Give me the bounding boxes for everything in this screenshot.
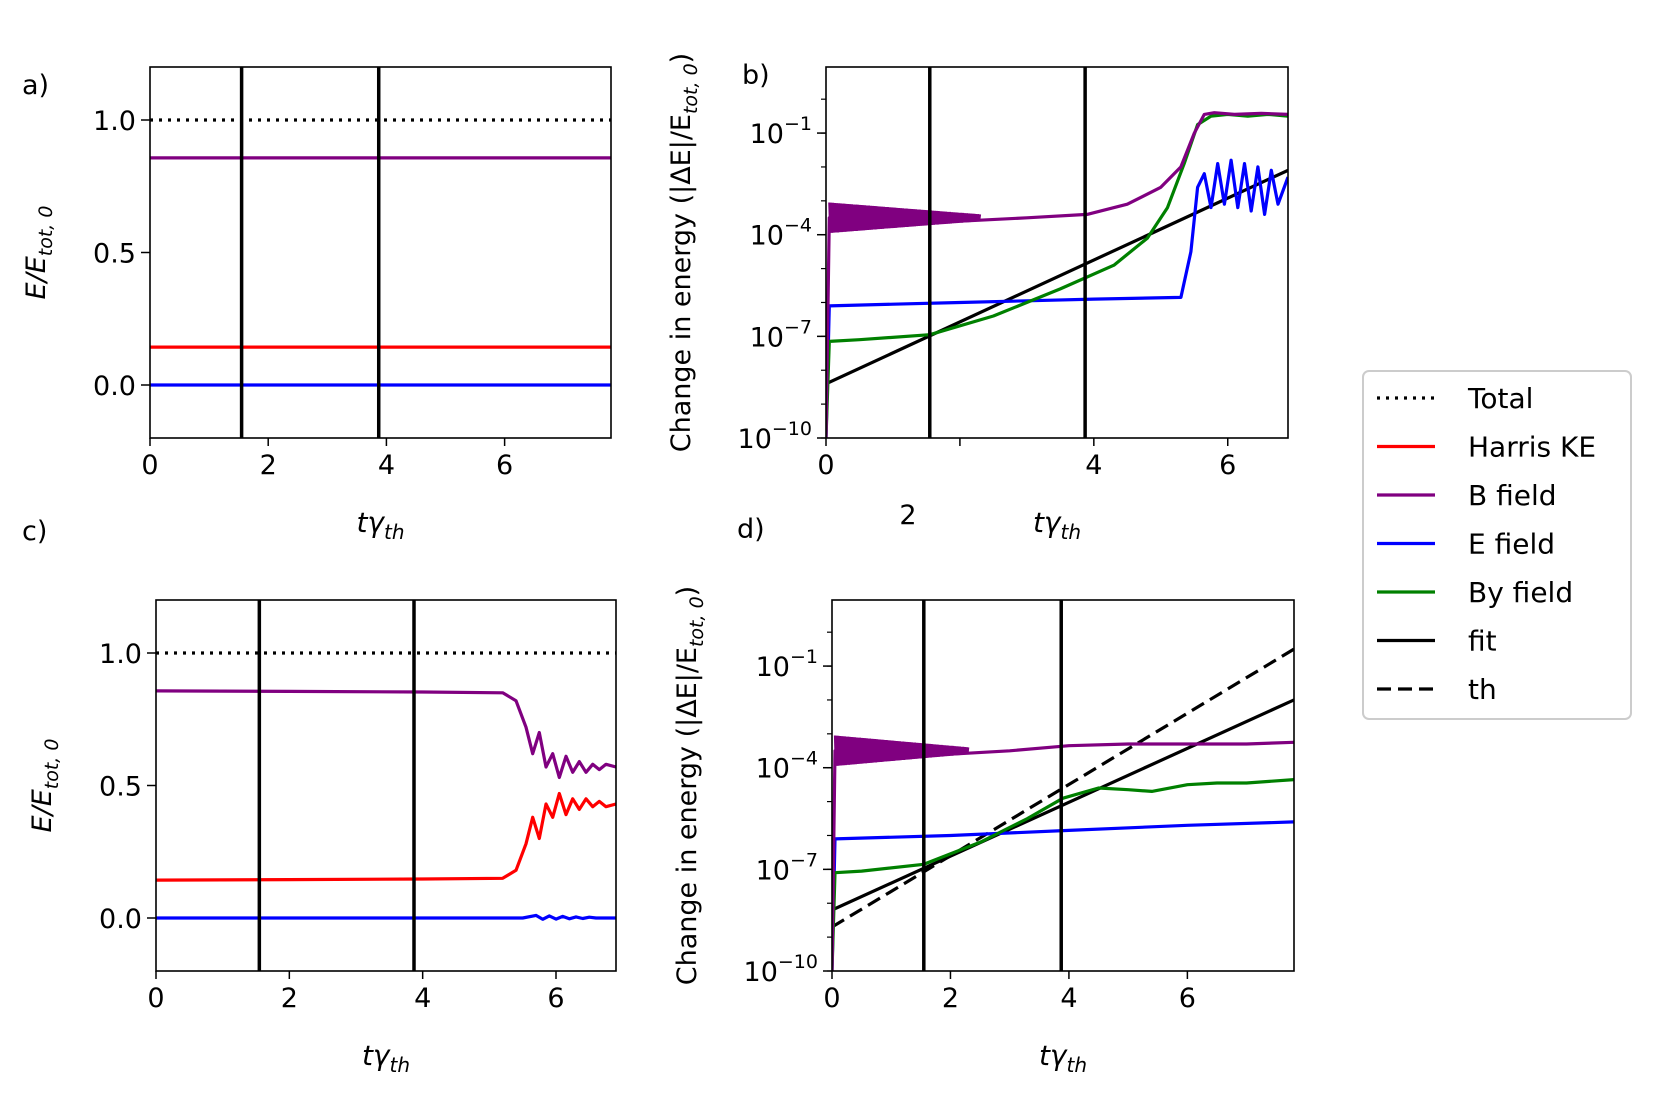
legend-entry-harris: Harris KE [1377,431,1596,464]
x-tick-label: 0 [141,450,158,481]
y-axis-label: E/Etot, 0 [21,206,57,300]
series-fit-line [832,698,1294,912]
plot-area-a [150,118,611,387]
y-tick-label: 10−4 [756,748,818,785]
legend-entry-efield: E field [1377,528,1555,561]
axes-frame [825,66,1289,439]
x-tick-label: 6 [1219,450,1236,481]
x-tick-label: 6 [547,983,564,1014]
legend-entry-byfield: By field [1377,576,1573,609]
y-tick-label: 1.0 [99,639,142,670]
series-byfield-line [832,778,1294,971]
panel-b: 0 4 6 2 10−10 10−7 10−4 10−1 b) tγth Change in ene… [666,53,1289,544]
x-tick-label: 6 [496,450,513,481]
y-tick-label: 10−1 [750,113,812,150]
y-tick-label: 1.0 [93,106,136,137]
series-th-line [832,647,1294,929]
y-tick-label: 10−4 [750,215,812,252]
series-bfield-line [156,689,616,780]
panel-label: b) [742,60,770,91]
x-axis-label: tγth [1039,1039,1087,1077]
y-tick-label: 0.5 [93,239,136,270]
legend-entry-fit: fit [1377,625,1497,658]
y-tick-label: 0.0 [99,904,142,935]
panel-d: 0 2 4 6 10−10 10−7 10−4 10−1 d) tγth Change in ene… [672,514,1295,1077]
panel-a: 0 2 4 6 0.0 0.5 1.0 a) tγth E/Etot, 0 [21,66,612,544]
series-efield-line [826,158,1288,438]
plot-area-c [156,651,616,921]
legend-label: th [1468,673,1497,706]
legend-entry-total: Total [1377,382,1533,415]
y-axis-label: Change in energy (|ΔE|/Etot, 0) [672,586,708,985]
x-tick-label: 6 [1179,983,1196,1014]
x-tick-label: 0 [823,983,840,1014]
panel-label: c) [22,516,47,547]
x-axis-label: tγth [356,506,404,544]
y-tick-label: 0.0 [93,371,136,402]
series-harris-line [156,791,616,882]
legend: Total Harris KE B field E field By field fit t… [1362,370,1632,720]
x-tick-label: 4 [378,450,395,481]
x-axis-label: tγth [362,1039,410,1077]
axes-frame [831,599,1295,972]
x-tick-label: 2 [281,983,298,1014]
legend-entry-bfield: B field [1377,479,1557,512]
plot-area-d [832,647,1294,971]
x-tick-label: 2 [260,450,277,481]
series-bfield-oscillation [833,735,970,766]
y-tick-label: 10−7 [756,849,818,886]
legend-label: B field [1468,479,1557,512]
series-efield-line [156,913,616,921]
legend-label: fit [1468,625,1497,658]
x-tick-label: 2 [942,983,959,1014]
legend-entry-th: th [1377,673,1497,706]
y-axis-label: E/Etot, 0 [27,739,63,833]
y-axis-label: Change in energy (|ΔE|/Etot, 0) [666,53,702,452]
plot-area-b [826,111,1288,438]
x-tick-label: 4 [414,983,431,1014]
x-axis-label: tγth [1033,506,1081,544]
legend-label: Harris KE [1468,431,1596,464]
x-tick-label: 4 [1085,450,1102,481]
y-tick-label: 10−10 [744,951,818,988]
y-tick-label: 10−7 [750,316,812,353]
legend-label: E field [1468,528,1555,561]
legend-label: By field [1468,576,1573,609]
x-tick-label: 0 [147,983,164,1014]
series-bfield-oscillation [828,202,982,233]
x-tick-label: 0 [817,450,834,481]
panel-c: 0 2 4 6 0.0 0.5 1.0 c) tγth E/Etot, 0 [22,516,617,1077]
legend-frame [1362,370,1632,720]
legend-label: Total [1467,382,1533,415]
panel-label: a) [22,70,49,101]
panel-label: d) [737,514,765,545]
x-tick-label-offset: 2 [899,500,916,531]
x-tick-label: 4 [1060,983,1077,1014]
y-tick-label: 0.5 [99,772,142,803]
y-tick-label: 10−1 [756,646,818,683]
y-tick-label: 10−10 [738,418,812,455]
